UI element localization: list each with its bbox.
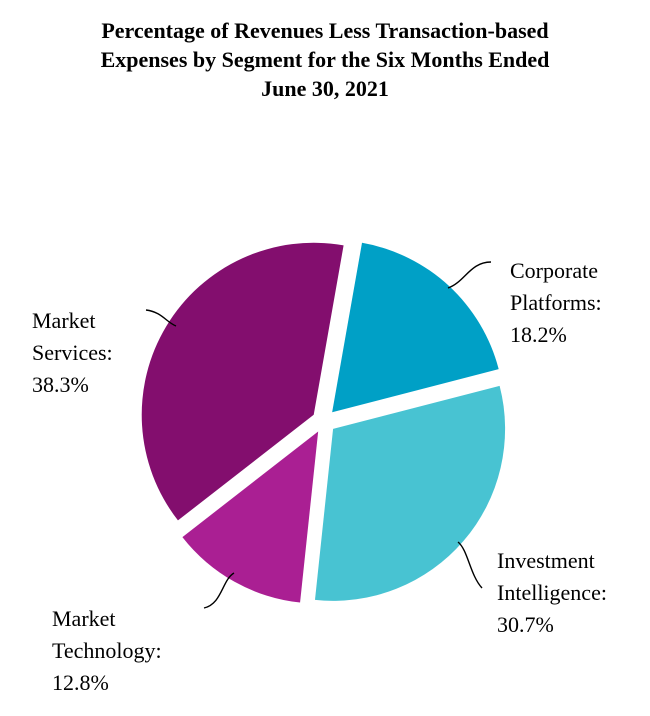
slice-label-market-services-value: 38.3% (32, 372, 89, 397)
leader-line-investment-intelligence (457, 541, 483, 589)
slice-label-corporate-platforms-line-1: Corporate (510, 258, 598, 283)
slice-label-market-technology-line-2: Technology: (52, 638, 162, 663)
leader-lines (145, 261, 492, 609)
slice-label-market-technology-line-1: Market (52, 606, 116, 631)
slice-label-investment-intelligence-line-2: Intelligence: (497, 580, 607, 605)
leader-line-market-services (145, 309, 177, 327)
slice-market-services (141, 242, 344, 521)
slice-label-corporate-platforms: Corporate Platforms: 18.2% (510, 258, 607, 347)
chart-title-line-3: June 30, 2021 (261, 76, 389, 101)
slice-corporate-platforms (332, 242, 499, 413)
slice-market-technology (182, 431, 319, 603)
slice-label-corporate-platforms-value: 18.2% (510, 322, 567, 347)
slice-label-investment-intelligence: Investment Intelligence: 30.7% (497, 548, 612, 637)
leader-line-market-technology (203, 572, 235, 609)
chart-title-line-1: Percentage of Revenues Less Transaction-… (101, 18, 549, 43)
leader-line-corporate-platforms (447, 261, 492, 289)
slice-label-investment-intelligence-line-1: Investment (497, 548, 595, 573)
slice-label-market-technology: Market Technology: 12.8% (52, 606, 167, 695)
slice-label-market-services-line-2: Services: (32, 340, 113, 365)
slice-label-investment-intelligence-value: 30.7% (497, 612, 554, 637)
slice-investment-intelligence (314, 385, 506, 601)
chart-title: Percentage of Revenues Less Transaction-… (0, 16, 650, 103)
slice-label-market-services-line-1: Market (32, 308, 96, 333)
slice-label-market-services: Market Services: 38.3% (32, 308, 118, 397)
slice-label-market-technology-value: 12.8% (52, 670, 109, 695)
chart-title-line-2: Expenses by Segment for the Six Months E… (100, 47, 550, 72)
slice-label-corporate-platforms-line-2: Platforms: (510, 290, 602, 315)
pie-slices (141, 242, 506, 603)
